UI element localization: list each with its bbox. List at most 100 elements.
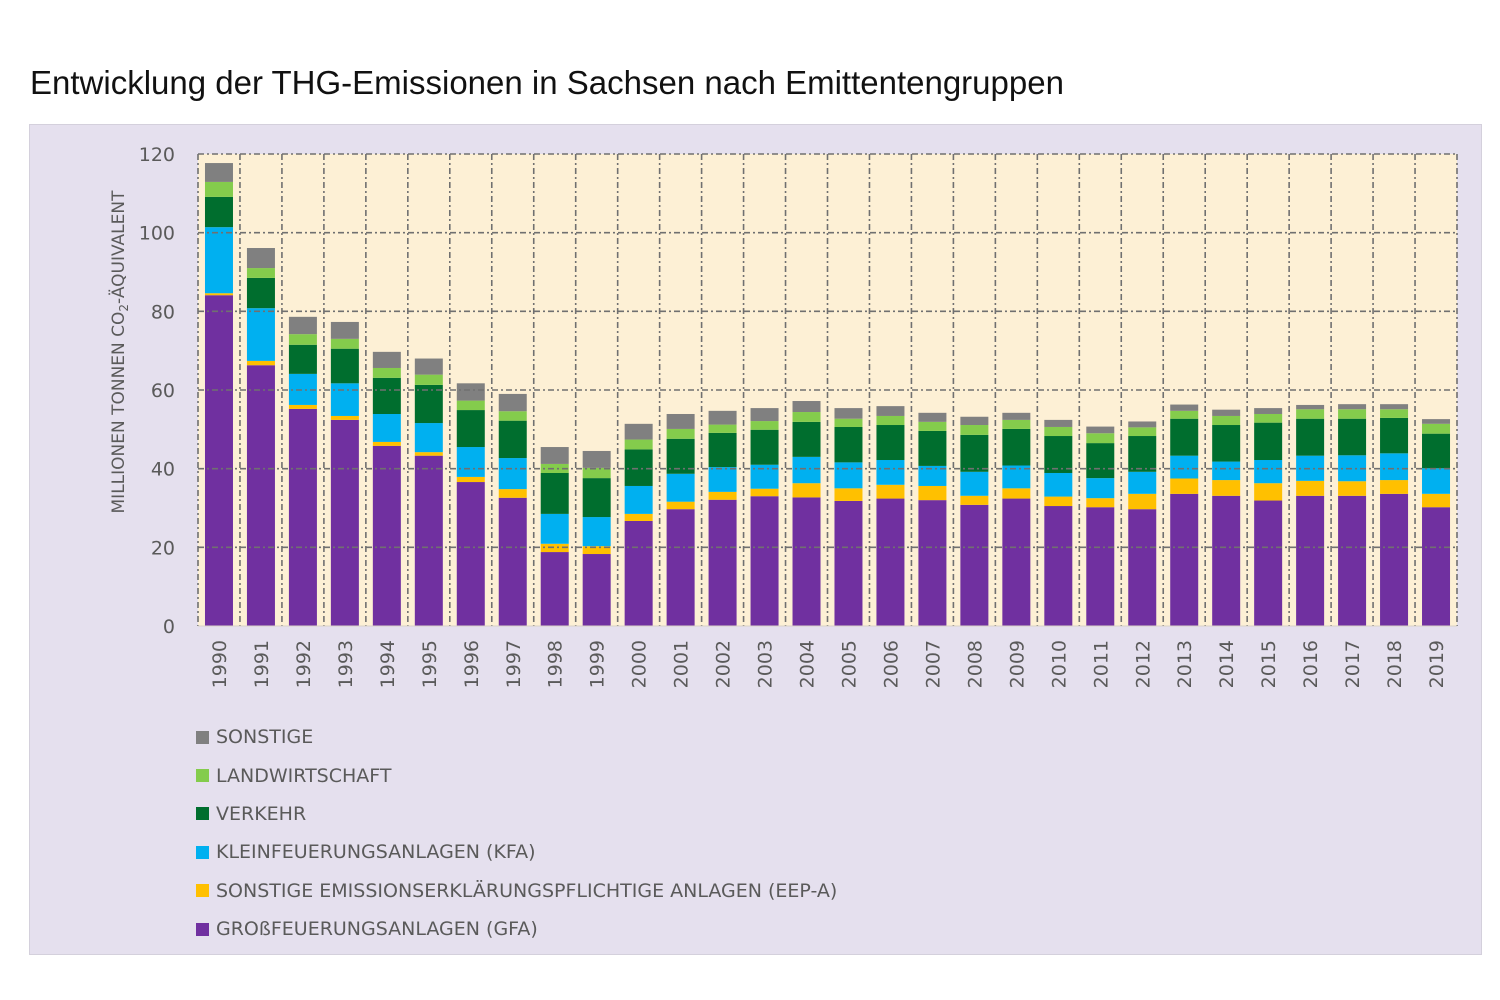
bar-segment[interactable] xyxy=(918,412,947,422)
bar-segment[interactable] xyxy=(204,181,233,197)
bar-segment[interactable] xyxy=(876,460,905,485)
bar-segment[interactable] xyxy=(288,334,317,345)
bar-segment[interactable] xyxy=(372,367,401,378)
bar-segment[interactable] xyxy=(204,163,233,182)
bar-segment[interactable] xyxy=(372,377,401,414)
bar-segment[interactable] xyxy=(582,478,611,518)
bar-segment[interactable] xyxy=(918,430,947,466)
bar-segment[interactable] xyxy=(414,452,443,456)
bar-segment[interactable] xyxy=(498,497,527,626)
legend-item-landwirtschaft[interactable]: LANDWIRTSCHAFT xyxy=(196,756,837,794)
bar-segment[interactable] xyxy=(960,495,989,505)
bar-segment[interactable] xyxy=(330,321,359,339)
bar-segment[interactable] xyxy=(876,484,905,499)
bar-segment[interactable] xyxy=(1170,478,1199,494)
bar-segment[interactable] xyxy=(1212,495,1241,626)
bar-segment[interactable] xyxy=(204,196,233,228)
bar-segment[interactable] xyxy=(288,316,317,335)
bar-segment[interactable] xyxy=(1380,480,1409,494)
bar-segment[interactable] xyxy=(750,408,779,422)
bar-segment[interactable] xyxy=(1128,427,1157,437)
bar-segment[interactable] xyxy=(708,410,737,425)
bar-segment[interactable] xyxy=(1422,493,1451,508)
bar-segment[interactable] xyxy=(204,295,233,626)
bar-segment[interactable] xyxy=(1422,423,1451,434)
bar-segment[interactable] xyxy=(834,462,863,489)
bar-segment[interactable] xyxy=(498,393,527,412)
legend-item-eep-a[interactable]: SONSTIGE EMISSIONSERKLÄRUNGSPFLICHTIGE A… xyxy=(196,872,837,910)
bar-segment[interactable] xyxy=(918,485,947,501)
bar-segment[interactable] xyxy=(1254,408,1283,414)
bar-segment[interactable] xyxy=(288,404,317,409)
bar-segment[interactable] xyxy=(1086,478,1115,499)
legend-item-sonstige[interactable]: SONSTIGE xyxy=(196,718,837,756)
bar-segment[interactable] xyxy=(792,483,821,498)
bar-segment[interactable] xyxy=(1170,410,1199,419)
bar-segment[interactable] xyxy=(582,517,611,547)
bar-segment[interactable] xyxy=(582,546,611,555)
bar-segment[interactable] xyxy=(834,418,863,427)
bar-segment[interactable] xyxy=(456,482,485,626)
bar-segment[interactable] xyxy=(666,509,695,626)
bar-segment[interactable] xyxy=(456,447,485,477)
bar-segment[interactable] xyxy=(540,463,569,473)
bar-segment[interactable] xyxy=(1044,472,1073,497)
bar-segment[interactable] xyxy=(1002,465,1031,489)
bar-segment[interactable] xyxy=(414,374,443,385)
bar-segment[interactable] xyxy=(498,420,527,459)
bar-segment[interactable] xyxy=(456,383,485,401)
bar-segment[interactable] xyxy=(624,449,653,486)
bar-segment[interactable] xyxy=(624,439,653,450)
bar-segment[interactable] xyxy=(1254,413,1283,423)
bar-segment[interactable] xyxy=(1254,500,1283,626)
bar-segment[interactable] xyxy=(1254,460,1283,484)
bar-segment[interactable] xyxy=(876,498,905,626)
bar-segment[interactable] xyxy=(750,496,779,626)
bar-segment[interactable] xyxy=(1422,468,1451,494)
bar-segment[interactable] xyxy=(960,416,989,426)
bar-segment[interactable] xyxy=(456,400,485,411)
bar-segment[interactable] xyxy=(1254,422,1283,461)
bar-segment[interactable] xyxy=(330,338,359,349)
bar-segment[interactable] xyxy=(1044,506,1073,626)
bar-segment[interactable] xyxy=(1044,426,1073,437)
bar-segment[interactable] xyxy=(1212,415,1241,426)
bar-segment[interactable] xyxy=(876,425,905,461)
bar-segment[interactable] xyxy=(1212,480,1241,496)
bar-segment[interactable] xyxy=(1170,455,1199,479)
bar-segment[interactable] xyxy=(834,426,863,463)
bar-segment[interactable] xyxy=(498,411,527,421)
bar-segment[interactable] xyxy=(1380,453,1409,481)
bar-segment[interactable] xyxy=(666,413,695,429)
bar-segment[interactable] xyxy=(750,421,779,430)
bar-segment[interactable] xyxy=(204,293,233,296)
bar-segment[interactable] xyxy=(414,455,443,626)
bar-segment[interactable] xyxy=(708,424,737,433)
bar-segment[interactable] xyxy=(750,429,779,465)
bar-segment[interactable] xyxy=(456,410,485,448)
bar-segment[interactable] xyxy=(330,415,359,420)
bar-segment[interactable] xyxy=(288,344,317,374)
bar-segment[interactable] xyxy=(414,384,443,424)
bar-segment[interactable] xyxy=(1128,421,1157,428)
bar-segment[interactable] xyxy=(372,351,401,368)
bar-segment[interactable] xyxy=(540,552,569,626)
bar-segment[interactable] xyxy=(792,456,821,484)
bar-segment[interactable] xyxy=(1002,419,1031,429)
bar-segment[interactable] xyxy=(1296,409,1325,419)
legend-item-gfa[interactable]: GROßFEUERUNGSANLAGEN (GFA) xyxy=(196,910,837,948)
bar-segment[interactable] xyxy=(1128,436,1157,472)
bar-segment[interactable] xyxy=(1212,461,1241,481)
bar-segment[interactable] xyxy=(1338,404,1367,410)
bar-segment[interactable] xyxy=(624,513,653,521)
bar-segment[interactable] xyxy=(1212,409,1241,416)
bar-segment[interactable] xyxy=(1128,471,1157,494)
bar-segment[interactable] xyxy=(1380,417,1409,454)
bar-segment[interactable] xyxy=(666,428,695,439)
legend-item-verkehr[interactable]: VERKEHR xyxy=(196,795,837,833)
bar-segment[interactable] xyxy=(1338,481,1367,496)
bar-segment[interactable] xyxy=(1422,507,1451,626)
bar-segment[interactable] xyxy=(246,360,275,366)
bar-segment[interactable] xyxy=(1254,483,1283,501)
bar-segment[interactable] xyxy=(498,489,527,498)
